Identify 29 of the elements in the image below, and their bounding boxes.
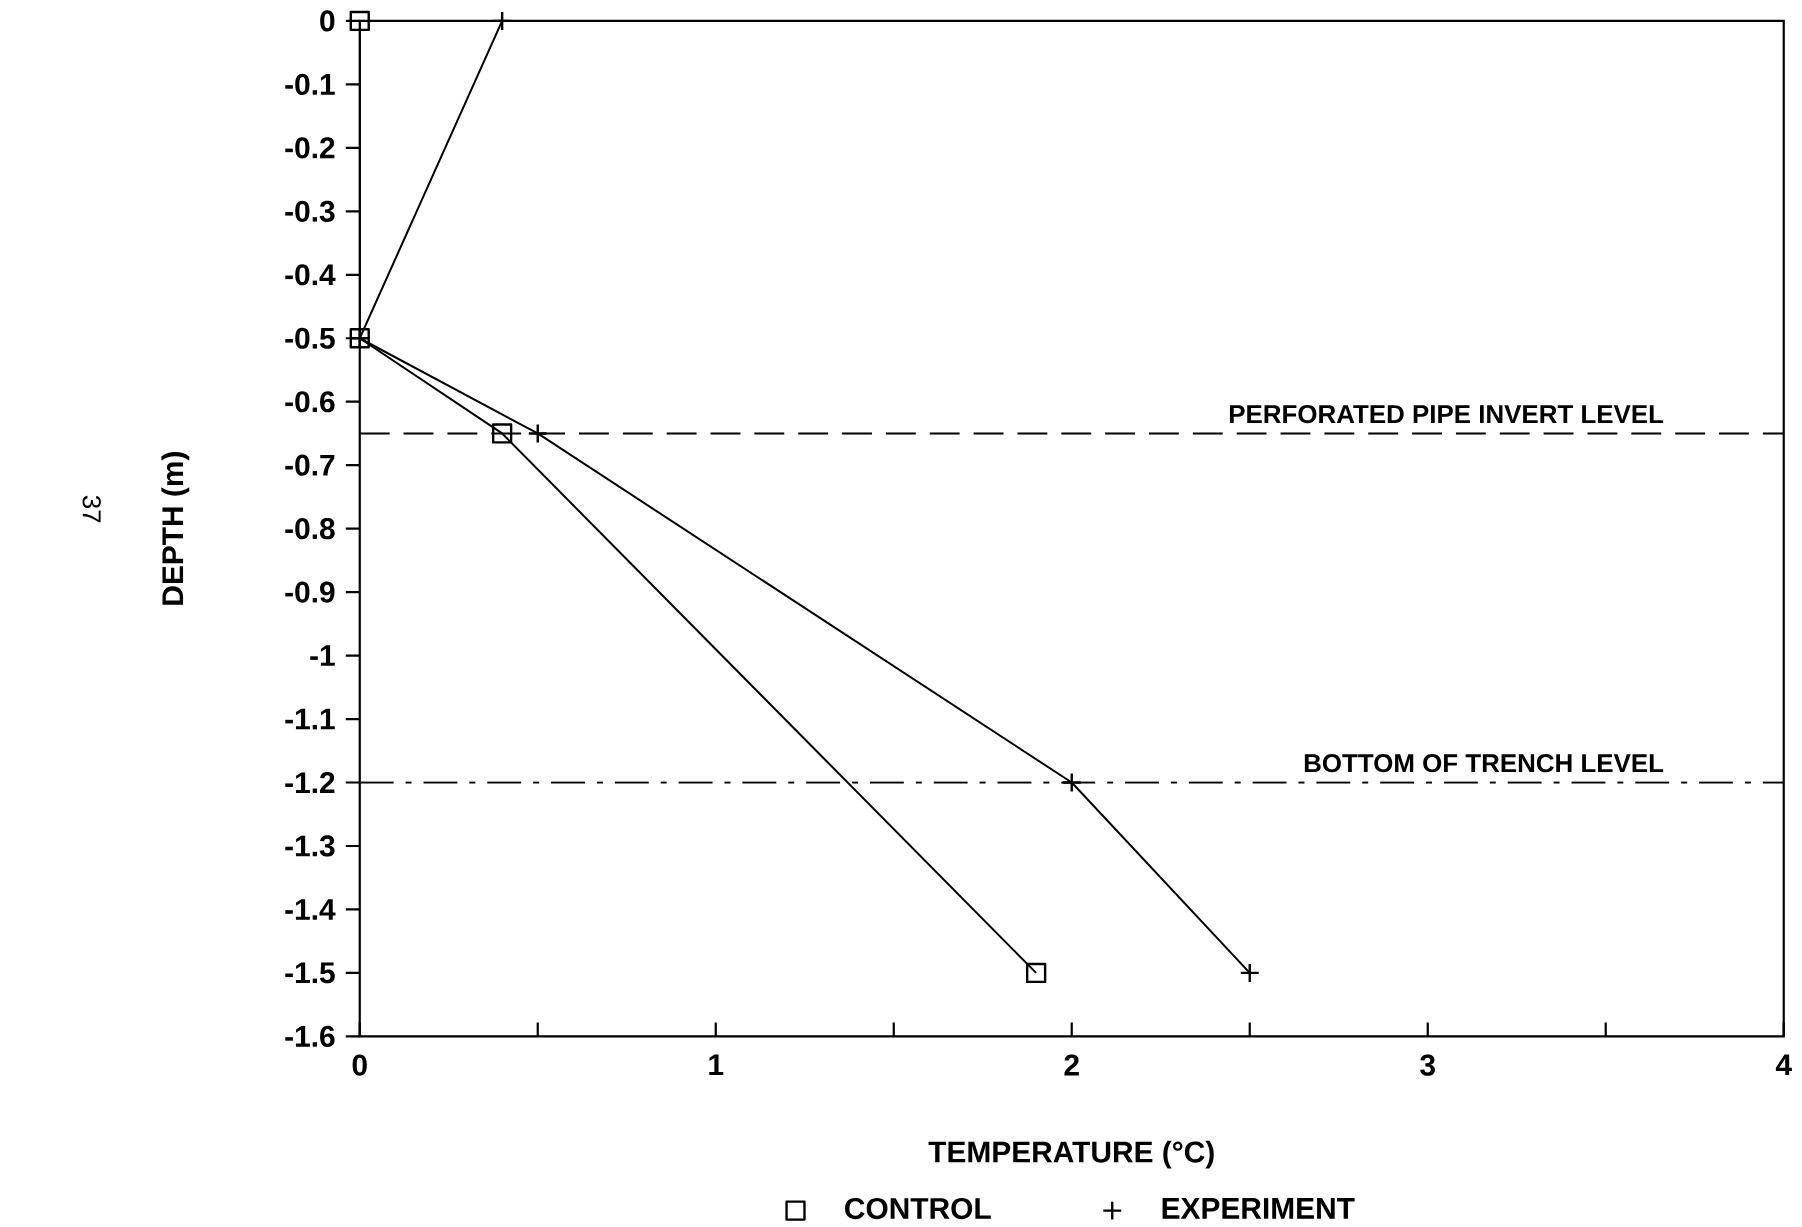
y-tick-label: -0.9 [285, 581, 335, 603]
y-tick-label: -0.5 [285, 327, 335, 349]
y-tick-label: -1.4 [285, 899, 336, 920]
legend-label: EXPERIMENT [1162, 1197, 1355, 1219]
y-tick-label: -1.5 [285, 962, 335, 984]
y-tick-label: -1.2 [285, 771, 335, 793]
y-tick-label: -0.3 [285, 200, 335, 222]
y-tick-label: -1.6 [285, 1025, 335, 1047]
ref-line-label: PERFORATED PIPE INVERT LEVEL [1229, 404, 1664, 424]
y-tick-label: -0.7 [285, 454, 335, 476]
y-tick-label: -0.1 [285, 73, 335, 95]
y-tick-label: -0.8 [285, 517, 335, 540]
x-tick-label: 0 [352, 1054, 367, 1076]
y-tick-label: -0.4 [285, 264, 336, 286]
y-tick-label: -0.6 [285, 390, 335, 413]
y-tick-label: -1.1 [285, 708, 335, 730]
x-axis-title: TEMPERATURE (°C) [928, 1140, 1214, 1169]
y-tick-label: 0 [320, 10, 335, 32]
text: 37 [82, 495, 101, 523]
x-tick-label: 4 [1775, 1054, 1792, 1075]
x-tick-label: 3 [1420, 1054, 1435, 1076]
legend-label: CONTROL [845, 1197, 991, 1219]
x-tick-label: 1 [709, 1054, 724, 1075]
y-tick-label: -1.3 [285, 835, 335, 857]
y-axis-title: DEPTH (m) [161, 451, 190, 605]
y-tick-label: -0.2 [285, 137, 335, 159]
y-tick-label: -1 [310, 645, 335, 666]
x-tick-label: 2 [1064, 1054, 1079, 1076]
ref-line-label: BOTTOM OF TRENCH LEVEL [1304, 753, 1664, 773]
